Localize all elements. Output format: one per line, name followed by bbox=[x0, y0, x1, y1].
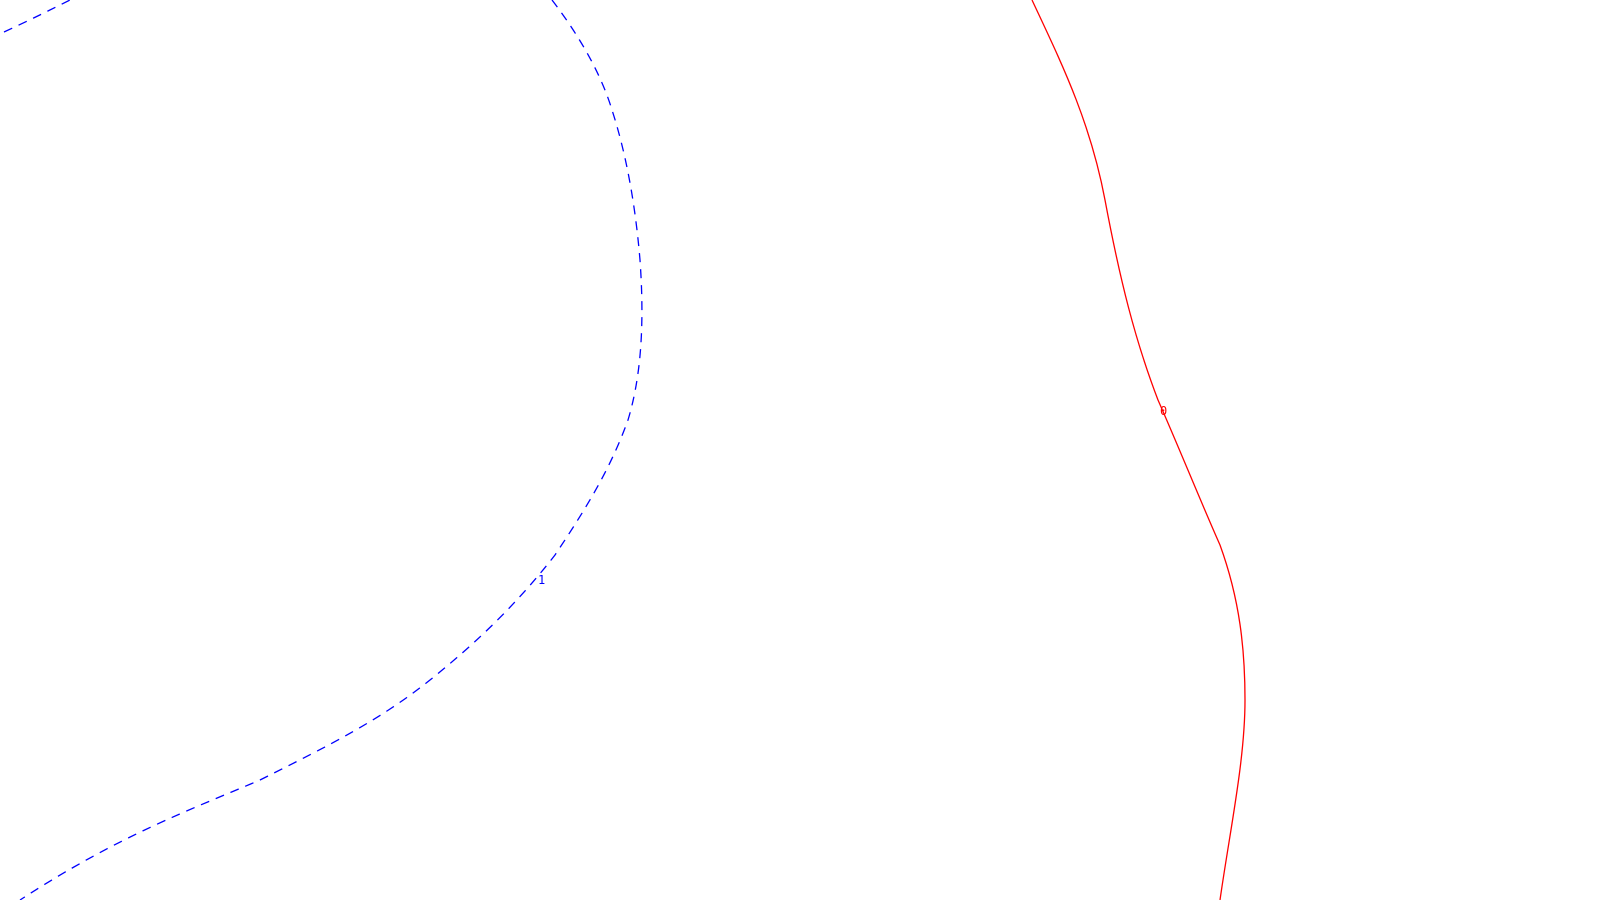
contour-line-level-1 bbox=[3, 0, 71, 33]
contour-level-0-group: 0 bbox=[1031, 0, 1246, 900]
contour-label-level-1: 1 bbox=[538, 573, 545, 587]
contour-label-level-0: 0 bbox=[1160, 404, 1167, 418]
contour-line-level-0 bbox=[1031, 0, 1246, 900]
contour-line-level-1-main bbox=[19, 0, 643, 900]
contour-level-1-group: 1 bbox=[3, 0, 643, 900]
